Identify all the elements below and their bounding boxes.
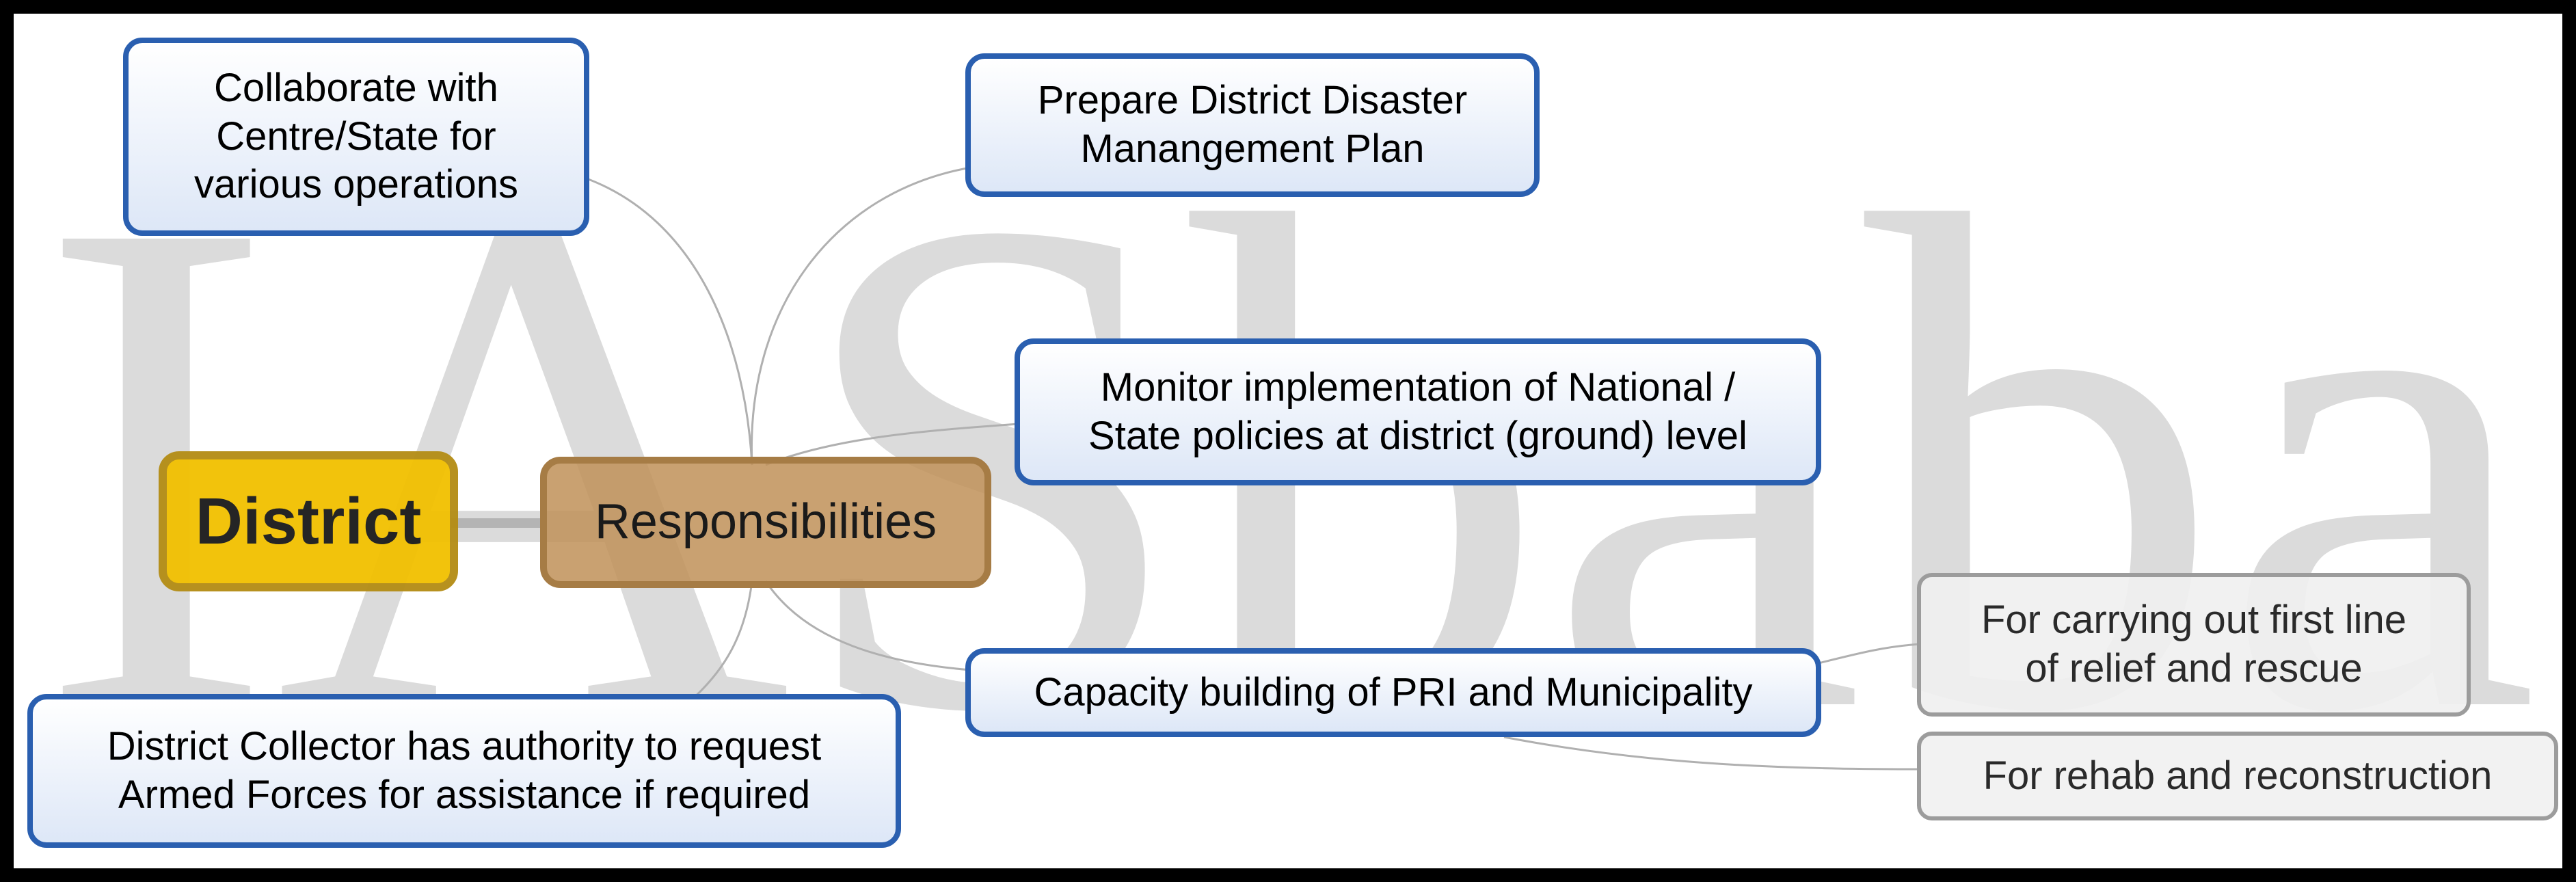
node-line: Prepare District Disaster bbox=[1037, 78, 1468, 123]
node-capacity-building[interactable]: Capacity building of PRI and Municipalit… bbox=[965, 648, 1821, 737]
node-first-line-relief[interactable]: For carrying out first line of relief an… bbox=[1917, 573, 2471, 717]
diagram-canvas: IASbaba Collaborate with Centre/State fo… bbox=[14, 14, 2562, 868]
node-line: Centre/State for bbox=[216, 113, 496, 159]
branch-node-label: Responsibilities bbox=[594, 494, 937, 550]
node-line: various operations bbox=[194, 162, 518, 207]
central-node-label: District bbox=[195, 484, 422, 558]
connector-monitor bbox=[765, 423, 1019, 466]
connector-lines bbox=[451, 166, 1922, 771]
node-collaborate[interactable]: Collaborate with Centre/State for variou… bbox=[123, 38, 589, 236]
node-line: For rehab and reconstruction bbox=[1983, 753, 2493, 798]
node-line: District Collector has authority to requ… bbox=[107, 723, 822, 769]
node-line: For carrying out first line bbox=[1981, 598, 2407, 643]
node-line: Manangement Plan bbox=[1080, 126, 1425, 171]
connector-firstline bbox=[1818, 643, 1922, 665]
node-line: State policies at district (ground) leve… bbox=[1088, 413, 1747, 458]
node-district-collector[interactable]: District Collector has authority to requ… bbox=[27, 694, 901, 848]
connector-prepare bbox=[750, 166, 971, 466]
node-line: Capacity building of PRI and Municipalit… bbox=[1034, 669, 1753, 714]
node-responsibilities-branch[interactable]: Responsibilities bbox=[540, 457, 991, 588]
connector-collaborate bbox=[584, 176, 753, 466]
node-line: Monitor implementation of National / bbox=[1100, 364, 1736, 410]
node-line: Collaborate with bbox=[214, 65, 498, 110]
node-line: of relief and rescue bbox=[2025, 646, 2363, 691]
node-rehab-reconstruction[interactable]: For rehab and reconstruction bbox=[1917, 732, 2558, 820]
connector-rehab bbox=[1503, 736, 1922, 771]
node-prepare-plan[interactable]: Prepare District Disaster Manangement Pl… bbox=[965, 53, 1540, 197]
node-district-central[interactable]: District bbox=[159, 451, 458, 591]
node-line: Armed Forces for assistance if required bbox=[118, 772, 811, 817]
connector-capacity bbox=[764, 580, 971, 671]
connector-collector bbox=[689, 580, 753, 702]
node-monitor-policies[interactable]: Monitor implementation of National / Sta… bbox=[1015, 338, 1821, 485]
